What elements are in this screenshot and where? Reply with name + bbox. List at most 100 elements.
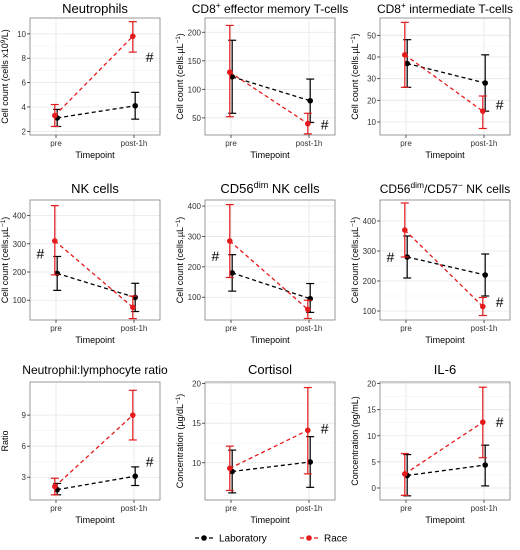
chart_data.0.ylabel_parts-part: Cell count (cells x10 [0, 43, 10, 124]
y-tick-label: 200 [188, 28, 202, 37]
y-axis-label: Concentration (pg/mL) [350, 396, 360, 486]
x-tick-label: post-1h [121, 139, 148, 148]
data-point-race [305, 427, 311, 434]
legend: Laboratory Race [195, 534, 348, 545]
chart_data.5.title_parts-part: /CD57 [424, 182, 458, 196]
x-tick-label: pre [50, 504, 62, 513]
x-axis-label: Timepoint [425, 150, 465, 160]
panels: #2 4 6 8 10 pre post-1h Timepoint Cell count (ce… [0, 0, 513, 525]
x-tick-label: post-1h [296, 139, 323, 148]
data-point-laboratory [229, 73, 235, 80]
chart_data.3.ylabel_parts-part: −1 [0, 219, 7, 227]
chart_data.5.title_parts-part: CD56 [380, 182, 411, 196]
significance-marker: # [146, 49, 154, 65]
chart_data.7.ylabel_parts-part: Concentration (µg/dL [175, 404, 185, 488]
x-tick-label: pre [225, 324, 237, 333]
y-tick-label: 300 [363, 247, 377, 256]
legend-item-race: Race [300, 534, 348, 545]
chart_data.5.title_parts-part: − [458, 180, 463, 190]
data-point-race [227, 465, 233, 472]
chart_data.4.title_parts-part: CD56 [220, 181, 253, 196]
y-tick-label: 10 [367, 432, 376, 441]
chart_data.1.ylabel_parts-part: Cell count (cells.µL [175, 43, 185, 119]
data-point-laboratory [482, 272, 489, 278]
chart_data.2.ylabel_parts-part: −1 [350, 36, 357, 44]
y-axis-label: Cell count (cells.µL−1) [350, 217, 361, 303]
panel-border [379, 17, 511, 136]
y-tick-label: 50 [192, 114, 201, 123]
series-line-race [229, 71, 309, 125]
y-tick-label: 15 [192, 419, 201, 428]
plot-area [380, 200, 510, 320]
y-tick-label: 4 [22, 103, 27, 112]
panel-border [29, 381, 161, 501]
x-tick-label: post-1h [296, 324, 323, 333]
significance-marker: # [496, 414, 504, 430]
y-tick-label: 10 [192, 459, 201, 468]
panel-title: CD56dim/CD57− NK cells [380, 180, 510, 196]
chart_data.2.title_parts-part: intermediate T-cells [406, 2, 513, 16]
y-axis-label: Concentration (µg/dL−1) [175, 394, 186, 488]
data-point-laboratory [404, 60, 411, 67]
y-tick-label: 6 [22, 79, 27, 88]
chart_data.0.title_parts-part: Neutrophils [62, 1, 128, 16]
significance-marker: # [496, 294, 504, 310]
chart_data.0.ylabel_parts-part: 9 [0, 39, 7, 43]
panel-border [204, 199, 336, 321]
chart_data.7.ylabel_parts-part: −1 [175, 396, 182, 404]
chart_data.1.title_parts-part: effector memory T-cells [221, 2, 349, 16]
panel-title: CD56dim NK cells [220, 180, 320, 196]
plot-area [205, 18, 335, 135]
y-tick-label: 9 [22, 411, 27, 420]
data-point-laboratory [482, 80, 489, 86]
series-race [225, 24, 312, 135]
series-line-race [54, 240, 134, 308]
chart_data.6.title_parts-part: Neutrophil:lymphocyte ratio [22, 363, 168, 377]
series-line-laboratory [407, 464, 486, 477]
chart_data.1.ylabel_parts-part: ) [175, 33, 185, 36]
series-line-race [229, 240, 309, 310]
x-axis-label: Timepoint [425, 515, 465, 525]
panel-title: NK cells [71, 181, 119, 196]
x-tick-label: pre [400, 324, 412, 333]
data-point-race [52, 483, 58, 490]
legend-label: Laboratory [219, 534, 267, 545]
y-axis-label: Cell count (cells.µL−1) [175, 33, 186, 119]
legend-item-laboratory: Laboratory [195, 534, 267, 545]
data-point-race [52, 112, 58, 119]
panel-8: #0 5 10 15 20 pre post-1h Timepoint Concentratio… [350, 362, 511, 525]
panel-0: #2 4 6 8 10 pre post-1h Timepoint Cell count (ce… [0, 1, 161, 160]
x-axis-label: Timepoint [425, 335, 465, 345]
series-line-laboratory [57, 475, 136, 491]
chart_data.2.ylabel_parts-part: Cell count (cells.µL [350, 43, 360, 119]
data-point-race [402, 471, 408, 477]
chart_data.1.title_parts-part: + [216, 0, 221, 10]
y-axis-label: Ratio [0, 430, 10, 451]
x-tick-label: pre [225, 139, 237, 148]
data-point-race [480, 108, 486, 114]
x-axis-label: Timepoint [75, 515, 115, 525]
significance-marker: # [321, 117, 329, 133]
chart_data.1.ylabel_parts-part: −1 [175, 36, 182, 44]
significance-marker: # [387, 249, 395, 265]
panel-border [204, 17, 336, 136]
plot-area [30, 200, 160, 320]
chart_data.1.title_parts-part: CD8 [192, 2, 216, 16]
panel-1: #50 100 150 200 pre post-1h Timepoint Cell coun… [175, 0, 349, 160]
x-axis-label: Timepoint [250, 515, 290, 525]
y-tick-label: 100 [188, 293, 202, 302]
series-line-race [404, 54, 484, 112]
significance-marker: # [321, 421, 329, 437]
x-axis-label: Timepoint [75, 150, 115, 160]
x-tick-label: pre [50, 324, 62, 333]
data-point-laboratory [229, 270, 235, 276]
plot-area [205, 200, 335, 320]
y-tick-label: 3 [22, 473, 27, 482]
data-point-laboratory [482, 462, 489, 468]
y-tick-label: 200 [13, 268, 27, 277]
series-line-race [404, 421, 484, 475]
y-axis-label: Cell count (cells x109/L) [0, 29, 10, 124]
significance-marker: # [146, 454, 154, 470]
y-tick-label: 100 [363, 307, 377, 316]
y-tick-label: 50 [367, 31, 376, 40]
